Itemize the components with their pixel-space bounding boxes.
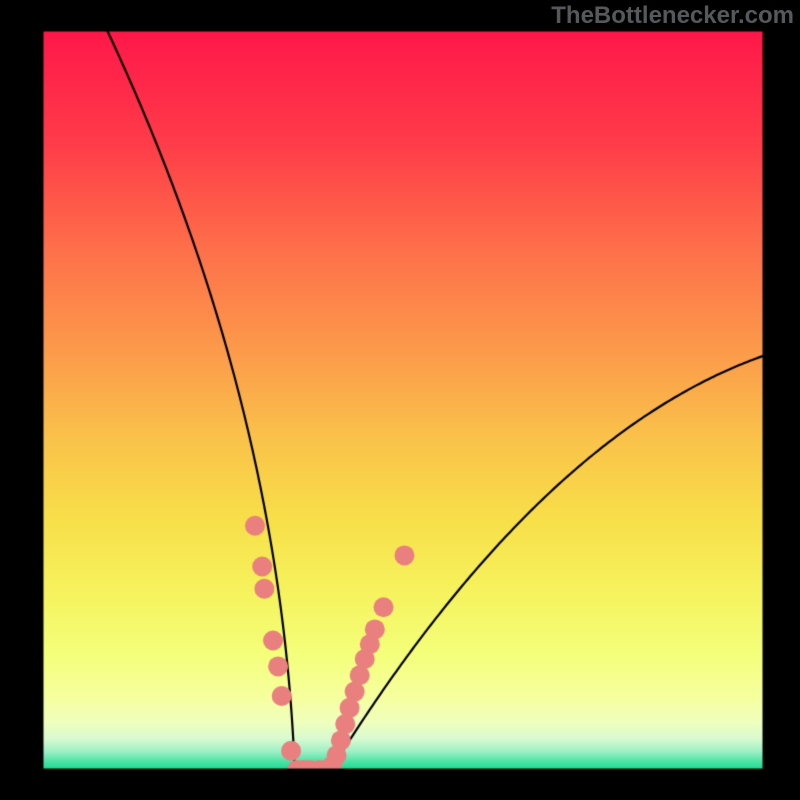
watermark-label: TheBottlenecker.com [551,2,794,30]
chart-container: TheBottlenecker.com [0,0,800,800]
bottleneck-chart-canvas [0,0,800,800]
